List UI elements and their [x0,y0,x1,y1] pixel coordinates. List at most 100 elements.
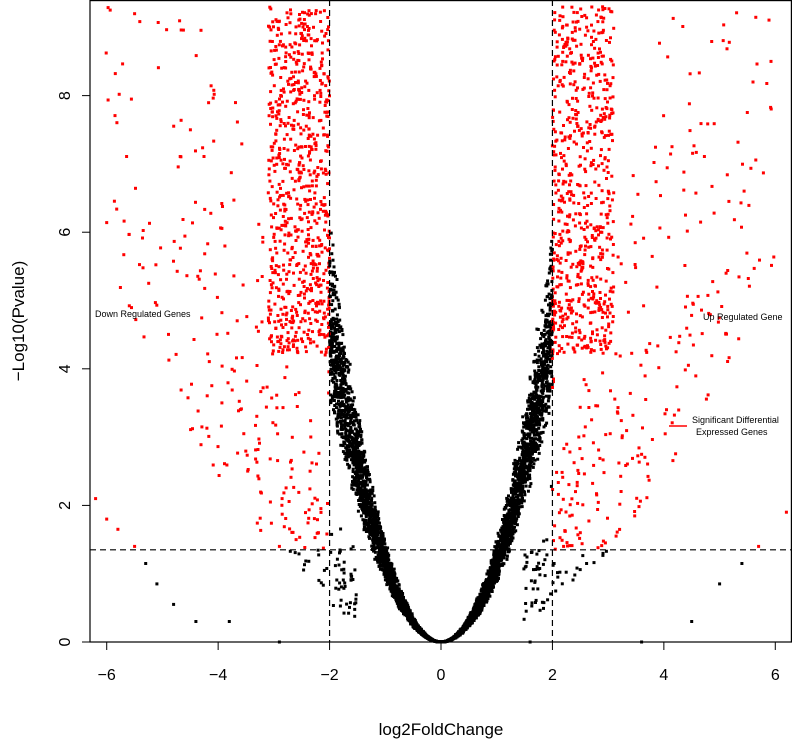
nonsignificant-point [348,362,352,366]
nonsignificant-point [331,394,334,398]
nonsignificant-point [361,508,364,511]
significant-point [551,267,555,271]
nonsignificant-point [351,480,354,483]
nonsignificant-point [363,509,367,513]
nonsignificant-point [497,576,500,580]
nonsignificant-point [505,554,509,558]
nonsignificant-point [374,514,378,517]
nonsignificant-point [544,381,548,384]
nonsignificant-point [537,354,541,358]
nonsignificant-point [512,462,516,466]
nonsignificant-point [517,458,521,462]
nonsignificant-point [535,421,539,425]
nonsignificant-point [339,366,342,370]
nonsignificant-point [341,450,345,454]
nonsignificant-point [345,365,348,369]
nonsignificant-point [356,473,360,477]
nonsignificant-point [534,384,538,387]
nonsignificant-point [386,552,390,556]
nonsignificant-point [339,419,342,423]
nonsignificant-point [537,369,541,372]
nonsignificant-point [338,415,342,419]
nonsignificant-point [351,455,355,459]
nonsignificant-point [540,402,544,406]
nonsignificant-point [513,458,517,462]
nonsignificant-point [528,477,532,481]
nonsignificant-point [525,442,529,446]
nonsignificant-point [548,306,552,310]
nonsignificant-point [340,425,343,429]
nonsignificant-point [542,360,546,364]
nonsignificant-point [395,579,399,583]
nonsignificant-point [351,423,355,427]
nonsignificant-point [543,332,547,336]
nonsignificant-point [387,553,391,557]
nonsignificant-point [536,438,540,442]
nonsignificant-point [357,503,361,506]
nonsignificant-point [531,457,535,460]
nonsignificant-point [496,531,500,535]
nonsignificant-point [365,475,369,479]
nonsignificant-point [382,569,386,573]
nonsignificant-point [380,544,384,547]
nonsignificant-point [534,391,538,395]
nonsignificant-point [359,451,363,455]
nonsignificant-point [537,411,541,415]
nonsignificant-point [537,451,541,455]
nonsignificant-point [488,578,492,582]
nonsignificant-point [339,325,343,329]
nonsignificant-point [337,302,341,306]
nonsignificant-point [345,398,349,402]
nonsignificant-point [334,382,338,386]
nonsignificant-point [351,467,355,471]
nonsignificant-point [521,484,525,488]
nonsignificant-point [443,640,447,644]
nonsignificant-point [546,346,550,350]
nonsignificant-point [352,414,356,418]
nonsignificant-point [336,429,340,433]
nonsignificant-point [388,561,392,565]
nonsignificant-point [342,355,346,359]
nonsignificant-point [343,374,347,378]
nonsignificant-point [359,486,363,490]
nonsignificant-point [540,389,544,393]
nonsignificant-point [355,436,359,440]
nonsignificant-point [356,453,360,457]
nonsignificant-point [511,483,515,487]
nonsignificant-point [505,514,509,518]
nonsignificant-point [329,348,333,352]
nonsignificant-point [545,385,549,389]
nonsignificant-point [545,331,549,335]
nonsignificant-point [517,507,521,510]
nonsignificant-point [469,622,472,626]
nonsignificant-point [359,433,363,437]
nonsignificant-point [378,527,382,531]
nonsignificant-point [530,449,534,453]
nonsignificant-point [330,288,334,292]
nonsignificant-point [344,389,348,393]
nonsignificant-point [490,562,494,566]
nonsignificant-point [526,489,530,493]
nonsignificant-point [370,507,374,511]
nonsignificant-point [497,564,501,568]
nonsignificant-point [333,307,337,311]
nonsignificant-point [362,511,366,515]
nonsignificant-point [497,555,501,559]
nonsignificant-point [370,502,374,506]
nonsignificant-point [539,404,543,408]
nonsignificant-point [382,564,386,568]
nonsignificant-point [340,408,344,412]
nonsignificant-point [543,369,547,372]
nonsignificant-point [547,335,551,339]
nonsignificant-point [519,492,522,496]
nonsignificant-point [356,486,360,490]
nonsignificant-point [543,404,547,408]
significant-point [551,304,555,308]
nonsignificant-point [520,494,524,498]
nonsignificant-point [517,470,521,474]
nonsignificant-point [527,450,530,454]
nonsignificant-point [336,357,340,361]
nonsignificant-point [511,492,515,496]
nonsignificant-point [497,569,501,573]
